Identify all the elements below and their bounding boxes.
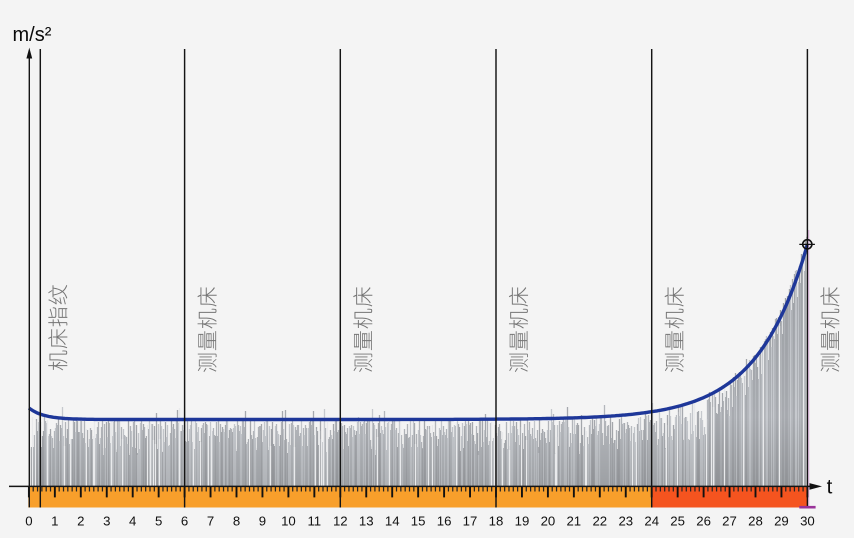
svg-text:9: 9: [259, 513, 266, 528]
svg-text:14: 14: [385, 513, 400, 528]
svg-text:11: 11: [307, 513, 321, 528]
svg-text:25: 25: [670, 513, 685, 528]
svg-text:5: 5: [155, 513, 162, 528]
svg-text:22: 22: [592, 513, 607, 528]
svg-text:12: 12: [333, 513, 348, 528]
svg-text:19: 19: [515, 513, 530, 528]
svg-text:15: 15: [411, 513, 426, 528]
svg-text:1: 1: [51, 513, 58, 528]
svg-text:23: 23: [618, 513, 633, 528]
svg-text:13: 13: [359, 513, 374, 528]
svg-text:24: 24: [644, 513, 659, 528]
svg-text:17: 17: [463, 513, 478, 528]
svg-text:29: 29: [774, 513, 789, 528]
svg-text:8: 8: [233, 513, 240, 528]
svg-text:18: 18: [489, 513, 504, 528]
svg-text:27: 27: [722, 513, 737, 528]
svg-text:6: 6: [181, 513, 188, 528]
svg-text:30: 30: [800, 513, 815, 528]
svg-text:10: 10: [281, 513, 296, 528]
svg-text:0: 0: [25, 513, 32, 528]
svg-text:28: 28: [748, 513, 763, 528]
svg-text:26: 26: [696, 513, 711, 528]
svg-text:2: 2: [77, 513, 84, 528]
svg-text:21: 21: [566, 513, 581, 528]
svg-text:t: t: [827, 476, 833, 499]
svg-text:7: 7: [207, 513, 214, 528]
svg-text:16: 16: [437, 513, 452, 528]
svg-text:4: 4: [129, 513, 136, 528]
svg-text:3: 3: [103, 513, 110, 528]
svg-text:m/s²: m/s²: [13, 24, 52, 46]
svg-text:20: 20: [541, 513, 556, 528]
